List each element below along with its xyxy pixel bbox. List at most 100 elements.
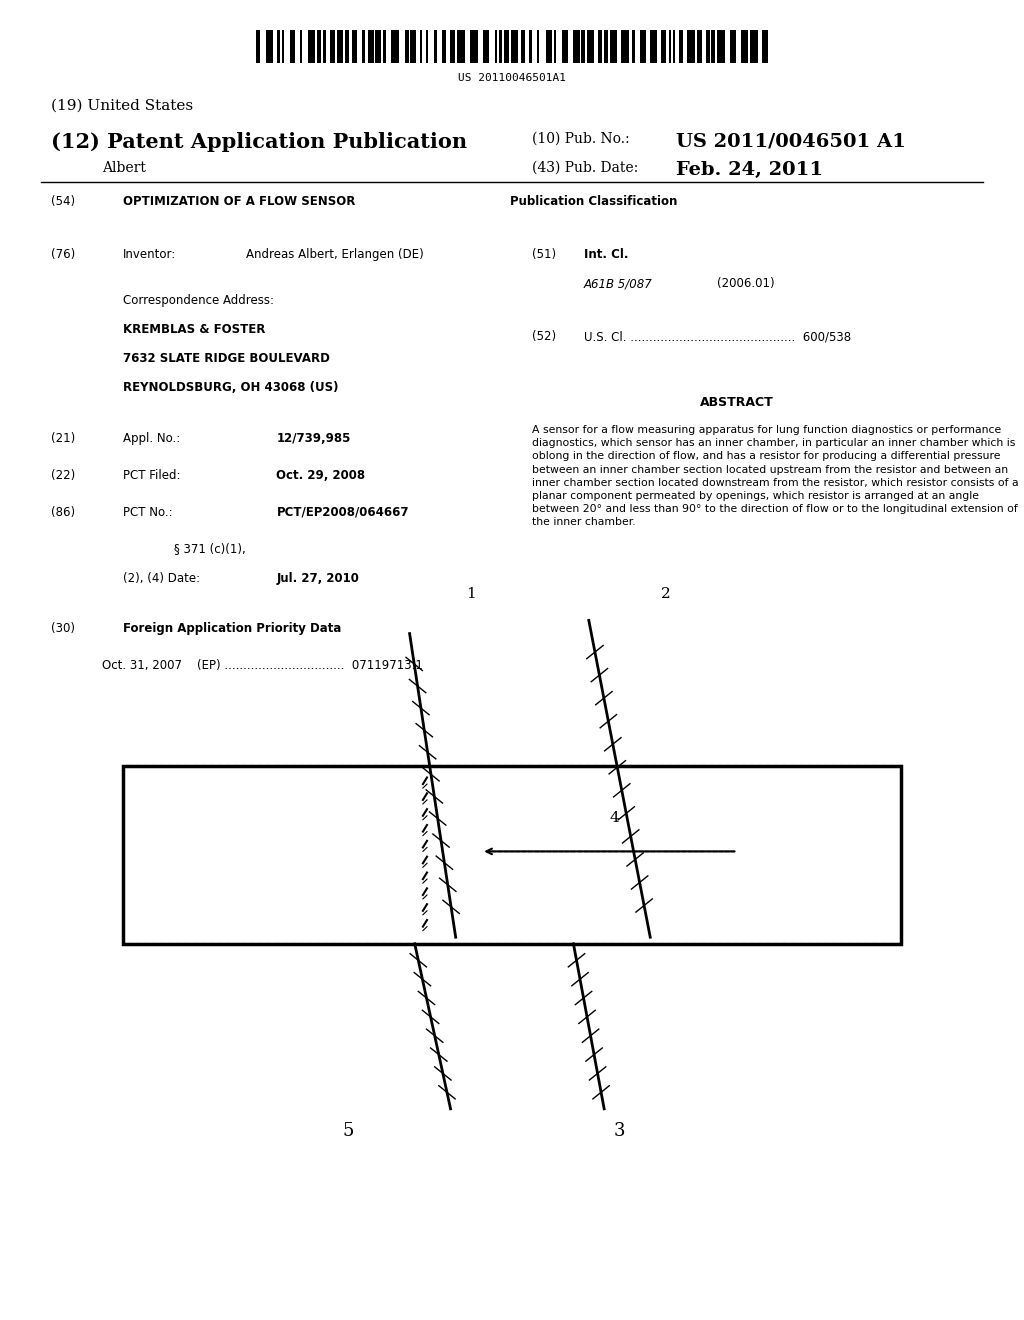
Bar: [266, 30, 272, 63]
Text: OPTIMIZATION OF A FLOW SENSOR: OPTIMIZATION OF A FLOW SENSOR: [123, 195, 355, 209]
Bar: [751, 30, 758, 63]
Bar: [707, 30, 710, 63]
Bar: [604, 30, 608, 63]
Bar: [290, 30, 295, 63]
Bar: [450, 30, 455, 63]
Text: KREMBLAS & FOSTER: KREMBLAS & FOSTER: [123, 323, 265, 337]
Bar: [323, 30, 327, 63]
Text: (2), (4) Date:: (2), (4) Date:: [123, 572, 200, 585]
Text: 2: 2: [660, 586, 671, 601]
Bar: [483, 30, 489, 63]
Text: (30): (30): [51, 622, 75, 635]
Text: Foreign Application Priority Data: Foreign Application Priority Data: [123, 622, 341, 635]
Text: (10) Pub. No.:: (10) Pub. No.:: [532, 132, 630, 147]
Text: PCT/EP2008/064667: PCT/EP2008/064667: [276, 506, 409, 519]
Text: Correspondence Address:: Correspondence Address:: [123, 294, 273, 308]
Bar: [741, 30, 749, 63]
Bar: [337, 30, 343, 63]
Text: (52): (52): [532, 330, 557, 343]
Bar: [561, 30, 568, 63]
Bar: [679, 30, 683, 63]
Text: PCT No.:: PCT No.:: [123, 506, 172, 519]
Text: 7632 SLATE RIDGE BOULEVARD: 7632 SLATE RIDGE BOULEVARD: [123, 352, 330, 366]
Text: (12) Patent Application Publication: (12) Patent Application Publication: [51, 132, 467, 152]
Bar: [345, 30, 349, 63]
Bar: [511, 30, 518, 63]
Bar: [762, 30, 768, 63]
Bar: [256, 30, 260, 63]
Bar: [376, 30, 381, 63]
Bar: [697, 30, 701, 63]
Bar: [554, 30, 556, 63]
Text: Appl. No.:: Appl. No.:: [123, 432, 180, 445]
Text: § 371 (c)(1),: § 371 (c)(1),: [174, 543, 246, 556]
Bar: [572, 30, 580, 63]
Bar: [282, 30, 284, 63]
Bar: [420, 30, 422, 63]
Text: 4: 4: [609, 810, 620, 825]
Text: Int. Cl.: Int. Cl.: [584, 248, 628, 261]
Bar: [632, 30, 635, 63]
Text: 5: 5: [342, 1122, 354, 1140]
Text: A61B 5/087: A61B 5/087: [584, 277, 652, 290]
Bar: [404, 30, 409, 63]
Text: 1: 1: [466, 586, 476, 601]
Text: Oct. 31, 2007    (EP) ................................  07119713.1: Oct. 31, 2007 (EP) .....................…: [102, 659, 423, 672]
Bar: [587, 30, 594, 63]
Bar: [581, 30, 585, 63]
Bar: [673, 30, 675, 63]
Text: Inventor:: Inventor:: [123, 248, 176, 261]
Bar: [660, 30, 666, 63]
Bar: [669, 30, 672, 63]
Text: REYNOLDSBURG, OH 43068 (US): REYNOLDSBURG, OH 43068 (US): [123, 381, 338, 395]
Text: Andreas Albert, Erlangen (DE): Andreas Albert, Erlangen (DE): [246, 248, 424, 261]
Bar: [330, 30, 335, 63]
Bar: [410, 30, 417, 63]
Text: (2006.01): (2006.01): [717, 277, 774, 290]
Text: U.S. Cl. ............................................  600/538: U.S. Cl. ...............................…: [584, 330, 851, 343]
Bar: [369, 30, 374, 63]
Text: (54): (54): [51, 195, 76, 209]
Text: US 20110046501A1: US 20110046501A1: [458, 73, 566, 83]
Bar: [500, 30, 502, 63]
Bar: [546, 30, 552, 63]
Bar: [640, 30, 646, 63]
Bar: [308, 30, 315, 63]
Bar: [730, 30, 736, 63]
Bar: [712, 30, 715, 63]
Text: Albert: Albert: [102, 161, 146, 176]
Bar: [537, 30, 540, 63]
Text: Feb. 24, 2011: Feb. 24, 2011: [676, 161, 823, 180]
Text: PCT Filed:: PCT Filed:: [123, 469, 180, 482]
Bar: [598, 30, 602, 63]
Text: US 2011/0046501 A1: US 2011/0046501 A1: [676, 132, 905, 150]
Text: (51): (51): [532, 248, 557, 261]
Text: (21): (21): [51, 432, 76, 445]
Bar: [361, 30, 365, 63]
Bar: [622, 30, 629, 63]
Text: ABSTRACT: ABSTRACT: [700, 396, 774, 409]
Bar: [650, 30, 657, 63]
Bar: [442, 30, 445, 63]
Bar: [351, 30, 356, 63]
Text: (22): (22): [51, 469, 76, 482]
Text: (43) Pub. Date:: (43) Pub. Date:: [532, 161, 639, 176]
Bar: [528, 30, 531, 63]
Bar: [505, 30, 509, 63]
Bar: [521, 30, 525, 63]
Text: (19) United States: (19) United States: [51, 99, 194, 114]
Bar: [717, 30, 725, 63]
Text: 3: 3: [613, 1122, 626, 1140]
Text: Publication Classification: Publication Classification: [510, 195, 678, 209]
Text: A sensor for a flow measuring apparatus for lung function diagnostics or perform: A sensor for a flow measuring apparatus …: [532, 425, 1019, 528]
Bar: [317, 30, 321, 63]
Bar: [300, 30, 302, 63]
Text: 12/739,985: 12/739,985: [276, 432, 351, 445]
Bar: [276, 30, 280, 63]
Bar: [687, 30, 694, 63]
Text: (86): (86): [51, 506, 76, 519]
Bar: [391, 30, 399, 63]
Bar: [434, 30, 437, 63]
Text: Oct. 29, 2008: Oct. 29, 2008: [276, 469, 366, 482]
Bar: [495, 30, 498, 63]
